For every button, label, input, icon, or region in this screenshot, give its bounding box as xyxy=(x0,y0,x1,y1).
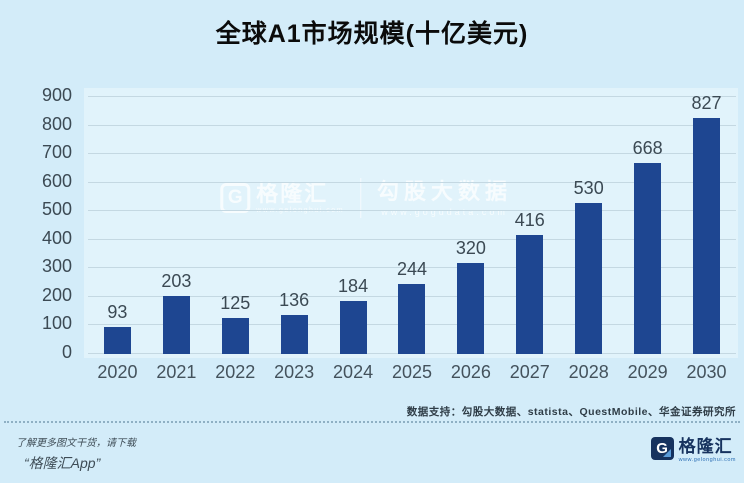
footer-logo-url: www.gelonghui.com xyxy=(678,456,736,463)
bar-value-label: 416 xyxy=(514,210,545,231)
bar-value-label: 184 xyxy=(338,276,369,297)
bar-column: 125 xyxy=(206,293,265,354)
bar xyxy=(162,296,190,354)
bar-column: 93 xyxy=(88,302,147,354)
bar-value-label: 530 xyxy=(573,177,604,198)
x-axis-tick-label: 2024 xyxy=(333,362,374,382)
bar-value-label: 203 xyxy=(161,271,192,292)
y-axis-tick-label: 400 xyxy=(41,227,72,248)
data-source-note: 数据支持：勾股大数据、statista、QuestMobile、华金证券研究所 xyxy=(406,406,736,418)
bar xyxy=(280,315,308,354)
bar-value-label: 827 xyxy=(691,92,722,113)
x-axis-tick-label: 2022 xyxy=(215,362,256,382)
gridline xyxy=(88,96,736,97)
bar-column: 244 xyxy=(383,259,442,354)
bar xyxy=(516,235,544,354)
y-axis-tick-label: 700 xyxy=(41,142,72,163)
x-axis-labels: 2020 2021 2022 2023 2024 2025 2026 2027 2028 2029… xyxy=(88,362,736,383)
y-axis-tick-label: 800 xyxy=(41,113,72,134)
x-axis-tick-label: 2021 xyxy=(156,362,197,382)
bar-column: 416 xyxy=(500,210,559,354)
g-logo-icon: G xyxy=(650,437,674,460)
bar-column: 184 xyxy=(324,276,383,354)
bar xyxy=(221,318,249,354)
bar-value-label: 93 xyxy=(107,302,128,323)
gridline xyxy=(88,238,736,240)
bar-column: 203 xyxy=(147,271,206,354)
bar-value-label: 125 xyxy=(220,293,251,314)
x-axis-tick-label: 2025 xyxy=(391,362,432,382)
y-axis-tick-label: 100 xyxy=(41,313,72,334)
y-axis-tick-label: 600 xyxy=(41,170,72,191)
plot-area: 93 203 125 136 184 244 320 416 530 668 827 xyxy=(88,93,736,354)
bar xyxy=(634,163,662,354)
gridline xyxy=(88,267,736,269)
x-axis-tick-label: 2027 xyxy=(509,362,550,382)
promo-line2: “格隆汇App” xyxy=(24,455,101,471)
y-axis-tick-label: 300 xyxy=(41,256,72,277)
y-axis-labels: 0 100 200 300 400 500 600 700 800 900 xyxy=(0,85,78,362)
y-axis-tick-label: 0 xyxy=(61,342,72,362)
y-axis-tick-label: 200 xyxy=(41,284,72,305)
gridline xyxy=(88,181,736,183)
bar xyxy=(398,284,426,354)
x-axis-tick-label: 2030 xyxy=(686,362,727,382)
x-axis-tick-label: 2023 xyxy=(274,362,315,382)
gridline xyxy=(88,153,736,155)
y-axis-tick-label: 500 xyxy=(41,199,72,220)
bar-value-label: 668 xyxy=(632,138,663,159)
bars: 93 203 125 136 184 244 320 416 530 668 827 xyxy=(88,93,736,354)
bar xyxy=(575,202,603,354)
bar-column: 530 xyxy=(559,178,618,354)
x-axis-tick-label: 2028 xyxy=(568,362,609,382)
x-axis-tick-label: 2020 xyxy=(97,362,138,382)
gelonghui-footer-logo: G 格隆汇 www.gelonghui.com xyxy=(650,437,736,463)
y-axis-tick-label: 900 xyxy=(41,85,72,105)
dotted-divider xyxy=(4,421,740,423)
bar-value-label: 244 xyxy=(396,259,427,280)
bar-column: 320 xyxy=(441,238,500,354)
promo-line1: 了解更多图文干货，请下载 xyxy=(16,438,136,449)
bar xyxy=(339,301,367,354)
x-axis-tick-label: 2026 xyxy=(450,362,491,382)
gridline xyxy=(88,210,736,212)
chart-title: 全球A1市场规模(十亿美元) xyxy=(215,20,529,48)
bar xyxy=(693,117,720,354)
bar xyxy=(457,262,485,354)
bar-column: 136 xyxy=(265,290,324,354)
promo-text: 了解更多图文干货，请下载 “格隆汇App” xyxy=(16,434,136,473)
bar-column: 668 xyxy=(618,138,677,354)
bar-value-label: 320 xyxy=(455,237,486,258)
bar-value-label: 136 xyxy=(279,290,310,311)
bar-column: 827 xyxy=(677,93,736,354)
bar xyxy=(103,327,131,354)
footer-logo-text: 格隆汇 xyxy=(678,437,733,456)
gridline xyxy=(88,124,736,126)
x-axis-tick-label: 2029 xyxy=(627,362,668,382)
